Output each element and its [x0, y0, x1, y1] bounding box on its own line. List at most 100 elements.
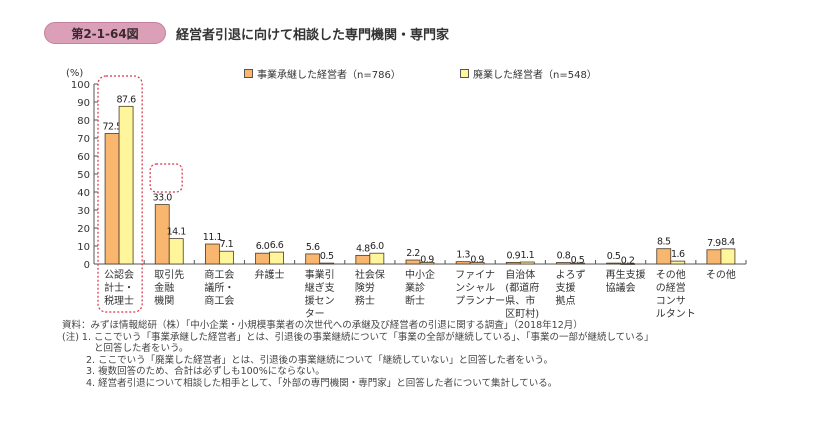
bar-value-label: 4.8 [356, 243, 370, 254]
note-2: 2. ここでいう「廃業した経営者」とは、引退後の事業継続について「継続していない… [86, 354, 553, 366]
figure-header: 第2-1-64図 経営者引退に向けて相談した専門機関・専門家 [44, 22, 449, 44]
x-category-label: 協議会 [606, 281, 636, 294]
bar-value-label: 0.9 [420, 254, 434, 265]
x-category-label: 議所・ [204, 281, 234, 294]
bar-chart: (%) 0 10 20 30 40 50 60 70 80 90 100 72.5 87.6 公認会計士・税… [66, 68, 747, 320]
bar-value-label: 7.1 [220, 239, 234, 250]
x-category-label: ルタント [656, 308, 696, 320]
bar-value-label: 0.8 [557, 251, 571, 262]
bar-value-label: 0.9 [507, 250, 521, 261]
x-category-label: 事業引 [305, 268, 335, 281]
x-category-label: その他 [656, 268, 686, 281]
x-category-label: プランナー [455, 295, 505, 307]
bar-closure [670, 260, 686, 265]
bar-succession [305, 253, 321, 265]
bar-closure [620, 263, 636, 265]
x-category-label: 区町村) [505, 307, 539, 320]
y-tick-label: 20 [77, 224, 90, 235]
bar-value-label: 0.9 [470, 254, 484, 265]
bar-succession [556, 262, 571, 265]
x-category-label: 再生支援 [606, 268, 646, 281]
y-axis-label: (%) [66, 68, 83, 79]
y-tick-label: 70 [77, 134, 90, 145]
x-category-label: 務士 [355, 294, 375, 307]
x-category-label: の経営 [656, 281, 686, 294]
x-category-label: コンサ [656, 295, 686, 307]
bar-succession [355, 254, 371, 265]
y-tick-label: 80 [77, 116, 90, 127]
bar-closure [319, 262, 335, 265]
bar-value-label: 0.5 [320, 251, 334, 262]
bar-value-label: 0.5 [571, 255, 585, 266]
bar-succession [154, 204, 170, 265]
note-4: 4. 経営者引退について相談した相手として、「外部の専門機関・専門家」と回答した… [86, 377, 558, 389]
bar-closure [720, 248, 736, 265]
bar-closure [218, 250, 234, 265]
bar-value-label: 7.9 [707, 238, 721, 249]
bar-value-label: 0.5 [607, 251, 621, 262]
x-category-label: ター [305, 308, 325, 320]
bar-value-label: 72.5 [102, 122, 122, 133]
bar-closure [419, 261, 435, 265]
legend-label: 廃業した経営者（n=548） [473, 70, 597, 81]
x-category-label: 金融 [154, 281, 174, 294]
y-tick-label: 0 [84, 260, 90, 271]
legend-item-closure: 廃業した経営者（n=548） [460, 66, 597, 81]
bar-succession [606, 262, 622, 265]
bar-value-label: 0.2 [621, 256, 635, 267]
note-1-cont: と回答した者をいう。 [94, 343, 189, 354]
x-category-label: 県、市 [505, 294, 535, 307]
x-category-label: 援セン [305, 294, 335, 307]
x-category-label: よろず [555, 269, 585, 281]
y-tick-label: 90 [77, 98, 90, 109]
x-category-label: 税理士 [104, 294, 134, 307]
x-category-label: 機関 [154, 294, 174, 307]
legend-swatch-orange [244, 69, 253, 78]
figure-title: 経営者引退に向けて相談した専門機関・専門家 [176, 27, 450, 43]
y-tick-label: 40 [77, 188, 90, 199]
bar-value-label: 6.0 [256, 241, 270, 252]
x-category-label: その他 [706, 268, 736, 281]
bar-value-label: 6.0 [370, 241, 384, 252]
bar-value-label: 2.2 [406, 248, 420, 259]
bar-succession [255, 252, 270, 265]
x-category-label: 社会保 [355, 268, 385, 281]
x-category-label: (都道府 [505, 281, 539, 294]
bar-succession [405, 259, 421, 265]
bar-value-label: 8.5 [657, 237, 671, 248]
x-category-label: 業診 [405, 281, 425, 294]
x-category-label: 公認会 [104, 268, 134, 281]
y-tick-label: 100 [71, 80, 90, 91]
bar-closure [118, 105, 134, 265]
x-category-label: 自治体 [505, 268, 535, 281]
bar-value-label: 6.6 [270, 240, 284, 251]
bar-closure [168, 238, 184, 265]
y-tick-label: 10 [77, 242, 90, 253]
bar-closure [469, 261, 485, 265]
legend-item-succession: 事業承継した経営者（n=786） [244, 66, 401, 81]
source-note: 資料：みずほ情報総研（株）「中小企業・小規模事業者の次世代への承継及び経営者の引… [62, 320, 583, 331]
bar-succession [706, 249, 722, 265]
highlight-box-bank [149, 163, 183, 193]
x-category-label: 中小企 [405, 268, 435, 281]
x-category-label: 断士 [405, 294, 425, 307]
figure-number-badge: 第2-1-64図 [44, 22, 166, 44]
bar-succession [505, 261, 521, 265]
x-category-label: 継ぎ支 [305, 281, 335, 294]
bar-closure [519, 261, 535, 265]
x-category-label: 計士・ [104, 281, 134, 294]
bar-closure [570, 262, 585, 265]
bar-value-label: 14.1 [167, 227, 187, 238]
x-category-label: 商工会 [204, 294, 234, 307]
bar-value-label: 5.6 [306, 242, 320, 253]
x-category-label: ファイナ [455, 269, 495, 281]
bar-value-label: 1.1 [521, 250, 535, 261]
bar-succession [104, 133, 120, 265]
bar-value-label: 1.3 [456, 250, 470, 261]
y-tick-label: 60 [77, 152, 90, 163]
bar-value-label: 8.4 [721, 237, 735, 248]
legend-label: 事業承継した経営者（n=786） [257, 70, 401, 81]
x-category-label: 商工会 [204, 268, 234, 281]
x-category-label: 弁護士 [255, 268, 285, 281]
bar-succession [455, 261, 471, 265]
